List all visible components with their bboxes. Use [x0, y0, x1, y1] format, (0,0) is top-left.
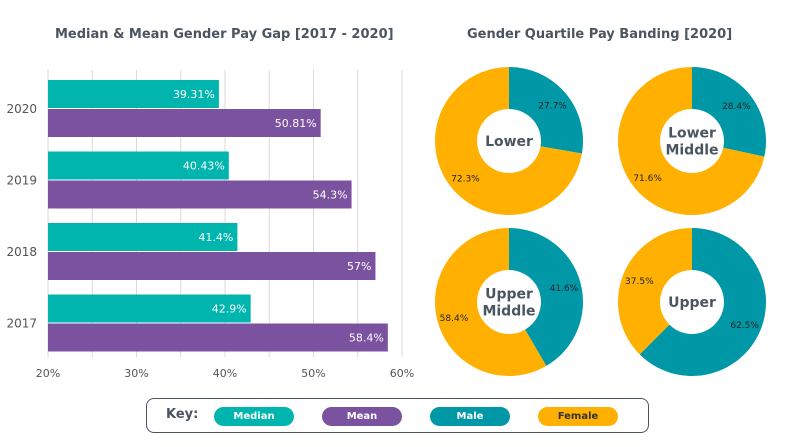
male-slice: [509, 228, 583, 366]
x-tick-label: 60%: [390, 367, 414, 380]
female-slice: [618, 67, 765, 215]
mean-bar: [48, 323, 388, 352]
female-slice: [434, 228, 547, 377]
x-tick-label: 50%: [301, 367, 325, 380]
x-tick-label: 20%: [36, 367, 60, 380]
donut-charts: 27.7%72.3%Lower28.4%71.6%LowerMiddle41.6…: [434, 67, 767, 377]
data-label: 54.3%: [313, 189, 348, 202]
data-label: 57%: [347, 260, 371, 273]
x-tick-label: 40%: [213, 367, 237, 380]
slice-label: 71.6%: [633, 174, 662, 184]
legend-title: Key:: [166, 407, 199, 422]
data-label: 40.43%: [183, 160, 225, 173]
slice-label: 27.7%: [538, 101, 567, 111]
median-bar: [48, 80, 219, 108]
donut-center-label: Middle: [482, 304, 535, 320]
donut-center-label: Middle: [665, 143, 718, 159]
donut-center-label: Lower: [668, 126, 716, 142]
mean-bar: [48, 252, 376, 280]
y-tick-label: 2018: [6, 245, 37, 259]
legend-female: Female: [538, 407, 618, 426]
donut-center-label: Lower: [485, 134, 533, 150]
legend: Key: Median Mean Male Female: [146, 398, 649, 433]
slice-label: 72.3%: [451, 175, 480, 185]
median-bar: [48, 223, 238, 251]
x-tick-label: 30%: [124, 367, 148, 380]
slice-label: 28.4%: [722, 102, 751, 112]
legend-mean: Mean: [322, 407, 402, 426]
bar-chart: 20% 30% 40% 50% 60% 2020 39.31% 50.81% 2019 40.43…: [6, 70, 414, 380]
data-label: 58.4%: [349, 332, 384, 345]
mean-bar: [48, 180, 352, 209]
female-slice: [434, 67, 582, 216]
data-label: 41.4%: [198, 231, 233, 244]
legend-male: Male: [430, 407, 510, 426]
data-label: 50.81%: [275, 117, 317, 130]
donut-center-label: Upper: [668, 295, 716, 311]
mean-bar: [48, 109, 321, 137]
y-tick-label: 2020: [6, 102, 37, 116]
data-label: 39.31%: [173, 88, 215, 101]
slice-label: 37.5%: [625, 277, 654, 287]
donut-center-label: Upper: [485, 287, 533, 303]
male-slice: [639, 228, 766, 376]
slice-label: 41.6%: [550, 284, 579, 294]
female-slice: [617, 228, 692, 355]
legend-median: Median: [214, 407, 294, 426]
median-bar: [48, 294, 251, 323]
male-slice: [509, 67, 583, 154]
male-slice: [692, 67, 767, 157]
data-label: 42.9%: [212, 303, 247, 316]
slice-label: 62.5%: [730, 321, 759, 331]
donut-chart-title: Gender Quartile Pay Banding [2020]: [467, 27, 733, 42]
slice-label: 58.4%: [440, 314, 469, 324]
bar-chart-title: Median & Mean Gender Pay Gap [2017 - 202…: [55, 27, 394, 42]
median-bar: [48, 151, 229, 180]
y-tick-label: 2017: [6, 317, 37, 331]
y-tick-label: 2019: [6, 174, 37, 188]
